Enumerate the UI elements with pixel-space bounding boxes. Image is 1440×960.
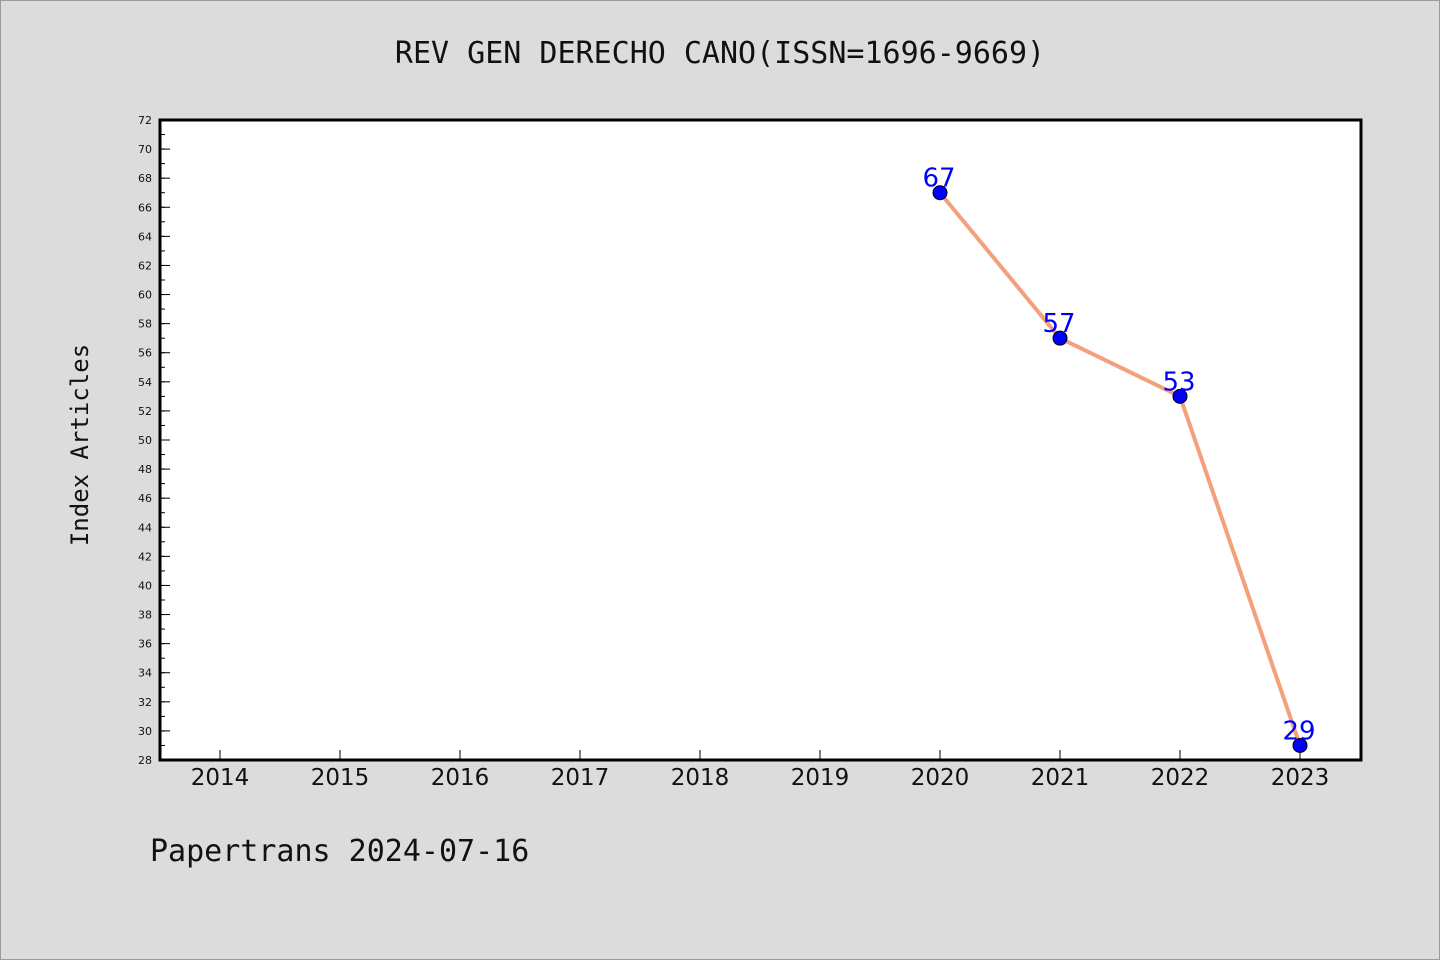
y-tick-label: 68 xyxy=(138,172,152,185)
x-tick-label: 2021 xyxy=(1031,765,1090,791)
x-tick-label: 2014 xyxy=(191,765,250,791)
y-tick-label: 70 xyxy=(138,143,152,156)
data-label: 29 xyxy=(1282,716,1315,746)
y-tick-label: 40 xyxy=(138,579,152,592)
y-tick-label: 44 xyxy=(138,521,152,534)
y-tick-label: 30 xyxy=(138,725,152,738)
x-tick-label: 2016 xyxy=(431,765,490,791)
plot-area xyxy=(160,120,1361,760)
y-tick-label: 72 xyxy=(138,114,152,127)
data-point xyxy=(1052,330,1068,346)
y-tick-label: 62 xyxy=(138,259,152,272)
y-tick-label: 60 xyxy=(138,289,152,302)
series-line xyxy=(938,190,1302,748)
data-label: 53 xyxy=(1162,367,1195,397)
y-tick-label: 28 xyxy=(138,754,152,767)
y-tick-label: 52 xyxy=(138,405,152,418)
x-tick-label: 2017 xyxy=(551,765,610,791)
x-tick-label: 2020 xyxy=(911,765,970,791)
x-tick-label: 2022 xyxy=(1151,765,1210,791)
data-label: 57 xyxy=(1042,309,1075,339)
y-tick-label: 48 xyxy=(138,463,152,476)
y-tick-label: 46 xyxy=(138,492,152,505)
y-tick-label: 36 xyxy=(138,638,152,651)
data-label: 67 xyxy=(922,164,955,194)
x-tick-label: 2019 xyxy=(791,765,850,791)
y-tick-label: 56 xyxy=(138,347,152,360)
y-tick-label: 42 xyxy=(138,550,152,563)
y-tick-label: 54 xyxy=(138,376,152,389)
x-tick-label: 2018 xyxy=(671,765,730,791)
x-tick-label: 2023 xyxy=(1271,765,1330,791)
footer-note: Papertrans 2024-07-16 xyxy=(150,834,530,869)
plot-border xyxy=(158,118,1363,762)
y-tick-label: 50 xyxy=(138,434,152,447)
y-tick-label: 32 xyxy=(138,696,152,709)
y-tick-label: 38 xyxy=(138,609,152,622)
data-point xyxy=(1172,388,1188,404)
y-tick-label: 64 xyxy=(138,230,152,243)
data-point xyxy=(932,185,948,201)
chart-title: REV GEN DERECHO CANO(ISSN=1696-9669) xyxy=(394,36,1046,71)
y-tick-label: 58 xyxy=(138,318,152,331)
data-point xyxy=(1292,737,1308,753)
y-tick-label: 66 xyxy=(138,201,152,214)
y-tick-label: 34 xyxy=(138,667,152,680)
x-tick-label: 2015 xyxy=(311,765,370,791)
